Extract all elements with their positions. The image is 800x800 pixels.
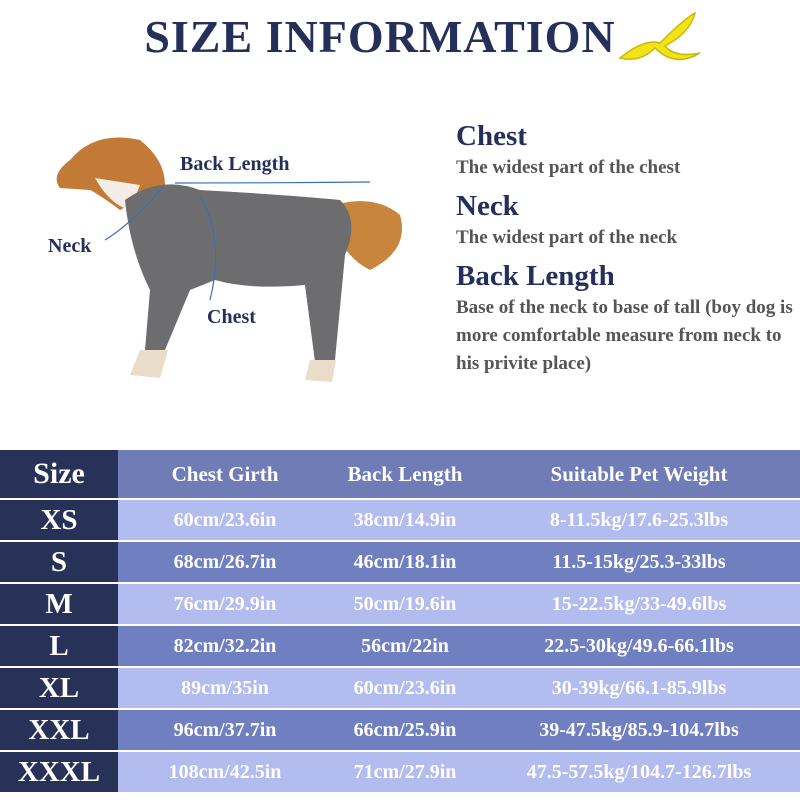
header-back-length: Back Length [332,450,478,500]
size-cell: S [0,541,118,584]
header-chest-girth: Chest Girth [118,450,332,500]
size-cell: XS [0,499,118,542]
table-header-row: Size Chest Girth Back Length Suitable Pe… [0,450,800,500]
header-size: Size [0,450,118,500]
pet-weight-cell: 22.5-30kg/49.6-66.1lbs [478,625,800,668]
size-cell: XL [0,667,118,710]
size-table: Size Chest Girth Back Length Suitable Pe… [0,450,800,794]
size-cell: L [0,625,118,668]
pet-weight-cell: 15-22.5kg/33-49.6lbs [478,583,800,626]
definition-text: The widest part of the neck [456,227,678,248]
back-length-cell: 60cm/23.6in [332,667,478,710]
pet-weight-cell: 39-47.5kg/85.9-104.7lbs [478,709,800,752]
table-row: XS 60cm/23.6in 38cm/14.9in 8-11.5kg/17.6-25… [0,499,800,542]
definition-text: The widest part of the chest [456,157,681,178]
back-length-cell: 50cm/19.6in [332,583,478,626]
size-cell: XXL [0,709,118,752]
table-row: M 76cm/29.9in 50cm/19.6in 15-22.5kg/33-49.6… [0,583,800,626]
page-title: SIZE INFORMATION [144,11,616,62]
back-length-label: Back Length [180,153,290,175]
chest-girth-cell: 82cm/32.2in [118,625,332,668]
back-length-cell: 71cm/27.9in [332,751,478,794]
chest-label: Chest [207,306,256,328]
back-length-cell: 66cm/25.9in [332,709,478,752]
back-length-cell: 46cm/18.1in [332,541,478,584]
chest-girth-cell: 108cm/42.5in [118,751,332,794]
table-row: XXL 96cm/37.7in 66cm/25.9in 39-47.5kg/85.9-… [0,709,800,752]
definition-term: Chest [456,120,527,152]
chest-girth-cell: 60cm/23.6in [118,499,332,542]
size-cell: M [0,583,118,626]
definition-text: Base of the neck to base of tall (boy do… [456,297,793,374]
header-pet-weight: Suitable Pet Weight [478,450,800,500]
ribbon-icon [618,11,701,61]
table-row: XL 89cm/35in 60cm/23.6in 30-39kg/66.1-85.9l… [0,667,800,710]
size-cell: XXXL [0,751,118,794]
measurement-definitions: Chest The widest part of the chest Neck … [456,118,796,384]
neck-label: Neck [48,235,92,257]
back-length-cell: 38cm/14.9in [332,499,478,542]
table-row: XXXL 108cm/42.5in 71cm/27.9in 47.5-57.5kg/1… [0,751,800,794]
table-row: L 82cm/32.2in 56cm/22in 22.5-30kg/49.6-66.1… [0,625,800,668]
chest-girth-cell: 68cm/26.7in [118,541,332,584]
definition-term: Back Length [456,260,615,292]
chest-girth-cell: 89cm/35in [118,667,332,710]
pet-weight-cell: 11.5-15kg/25.3-33lbs [478,541,800,584]
table-row: S 68cm/26.7in 46cm/18.1in 11.5-15kg/25.3-33… [0,541,800,584]
pet-weight-cell: 30-39kg/66.1-85.9lbs [478,667,800,710]
definition-term: Neck [456,190,519,222]
pet-weight-cell: 8-11.5kg/17.6-25.3lbs [478,499,800,542]
chest-girth-cell: 76cm/29.9in [118,583,332,626]
dog-illustration [56,137,402,382]
back-length-cell: 56cm/22in [332,625,478,668]
chest-girth-cell: 96cm/37.7in [118,709,332,752]
pet-weight-cell: 47.5-57.5kg/104.7-126.7lbs [478,751,800,794]
